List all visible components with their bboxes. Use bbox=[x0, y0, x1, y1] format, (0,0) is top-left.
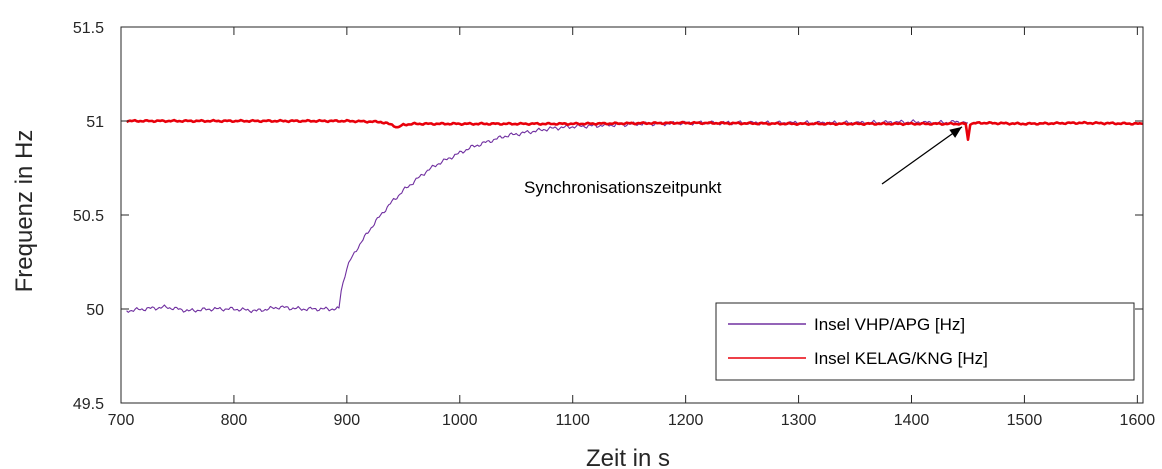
x-axis-title: Zeit in s bbox=[586, 445, 670, 469]
x-tick-label: 800 bbox=[221, 412, 248, 429]
x-tick-label: 1600 bbox=[1120, 412, 1156, 429]
annotation: Synchronisationszeitpunkt bbox=[524, 126, 963, 197]
legend-box bbox=[715, 302, 1135, 381]
annotation-arrow bbox=[881, 126, 963, 185]
ticks-layer: 700 800 900 1000 1100 1200 1300 1400 1500 1600 49.… bbox=[73, 20, 1155, 429]
legend-label-kelag: Insel KELAG/KNG [Hz] bbox=[814, 349, 988, 368]
y-axis-title: Frequenz in Hz bbox=[11, 130, 38, 293]
series-layer bbox=[126, 118, 1144, 314]
y-tick-label: 51 bbox=[86, 114, 104, 131]
x-tick-label: 1400 bbox=[894, 412, 930, 429]
y-tick-label: 51.5 bbox=[73, 20, 104, 37]
x-tick-label: 1200 bbox=[668, 412, 704, 429]
series-line-kelag-kng bbox=[126, 118, 1144, 141]
y-tick-label: 49.5 bbox=[73, 396, 104, 413]
x-tick-label: 1300 bbox=[781, 412, 817, 429]
y-tick-label: 50 bbox=[86, 302, 104, 319]
x-tick-label: 900 bbox=[334, 412, 361, 429]
legend-label-vhp: Insel VHP/APG [Hz] bbox=[814, 315, 965, 334]
x-tick-label: 1500 bbox=[1007, 412, 1043, 429]
x-tick-label: 1100 bbox=[556, 412, 591, 429]
x-tick-label: 700 bbox=[108, 412, 135, 429]
annotation-label: Synchronisationszeitpunkt bbox=[524, 178, 722, 197]
y-tick-label: 50.5 bbox=[73, 208, 104, 225]
x-tick-label: 1000 bbox=[442, 412, 478, 429]
annotation-arrow-head bbox=[949, 126, 962, 138]
legend: Insel VHP/APG [Hz] Insel KELAG/KNG [Hz] bbox=[715, 302, 1135, 381]
